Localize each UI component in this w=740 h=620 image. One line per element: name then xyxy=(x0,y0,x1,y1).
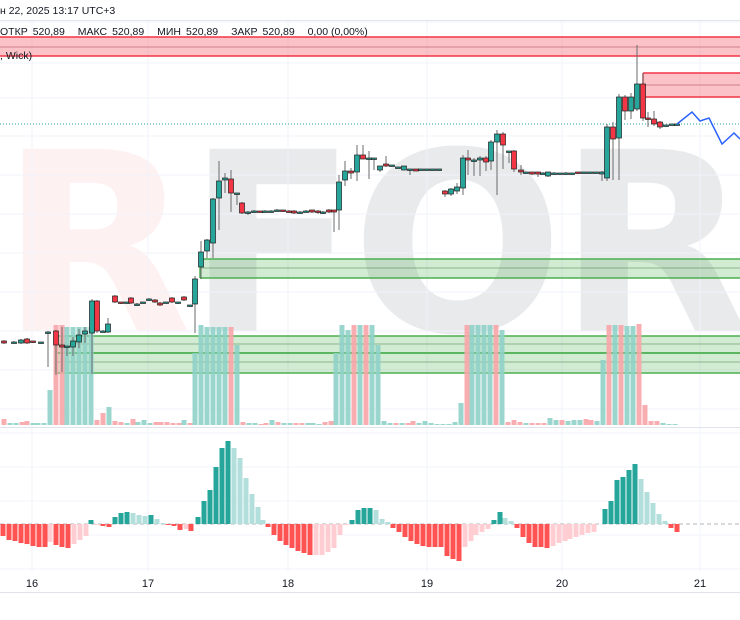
forecast-line xyxy=(676,110,740,146)
time-axis-label: 17 xyxy=(141,578,155,590)
ohlc-low: МИН 520,89 xyxy=(157,26,219,38)
time-axis-label: 19 xyxy=(420,578,434,590)
ohlc-change: 0,00 (0,00%) xyxy=(307,26,368,38)
supply-demand-zones xyxy=(0,36,740,374)
time-axis-label: 20 xyxy=(555,578,569,590)
time-axis-label: 16 xyxy=(25,578,39,590)
ohlc-legend: ОТКР 520,89 МАКС 520,89 МИН 520,89 ЗАКР 520,… xyxy=(0,26,373,38)
time-axis-label: 18 xyxy=(281,578,295,590)
ohlc-open: ОТКР 520,89 xyxy=(0,26,65,38)
indicator-legend[interactable]: , Wick) xyxy=(0,50,33,62)
header-datetime: н 22, 2025 13:17 UTC+3 xyxy=(0,5,116,17)
grid-lines xyxy=(0,20,740,593)
candlesticks xyxy=(1,45,680,375)
volume-bars xyxy=(1,324,678,425)
ohlc-close: ЗАКР 520,89 xyxy=(231,26,295,38)
macd-histogram xyxy=(0,441,740,561)
time-axis-label: 21 xyxy=(693,578,707,590)
ohlc-high: МАКС 520,89 xyxy=(77,26,145,38)
